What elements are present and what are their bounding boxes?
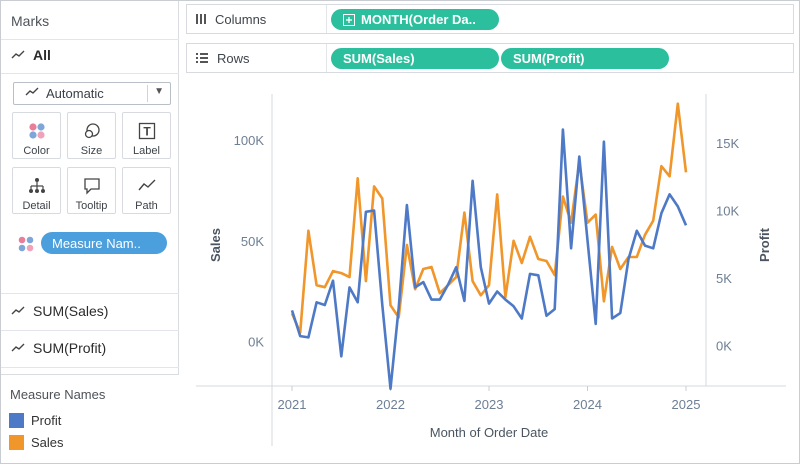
path-card-label: Path — [135, 200, 158, 212]
chevron-down-icon: ▼ — [154, 86, 164, 97]
detail-tree-icon — [13, 173, 60, 199]
divider — [1, 73, 179, 74]
color-card-label: Color — [23, 145, 50, 157]
y-right-tick-label: 10K — [716, 204, 739, 219]
rows-label-text: Rows — [217, 50, 250, 66]
legend-item-label: Sales — [31, 435, 64, 450]
y-right-tick-label: 15K — [716, 136, 739, 151]
sum-sales-pill[interactable]: SUM(Sales) — [331, 48, 499, 69]
tooltip-bubble-icon — [68, 173, 115, 199]
y-left-tick-label: 50K — [241, 234, 264, 249]
mark-type-dropdown[interactable]: Automatic ▼ — [13, 82, 171, 105]
line-chart: 2021 2022 2023 2024 20250K50K100K0K5K10K15K … — [196, 94, 786, 446]
month-order-date-pill[interactable]: MONTH(Order Da.. — [331, 9, 499, 30]
marks-all-row[interactable]: All — [11, 47, 51, 63]
series-line-profit — [290, 128, 688, 391]
y-axis-left-label: Sales — [208, 228, 223, 262]
x-tick-label: 2024 — [573, 397, 602, 412]
color-legend: Measure Names Profit Sales — [1, 374, 179, 463]
line-mark-icon — [11, 306, 25, 315]
legend-swatch — [9, 435, 24, 450]
line-mark-icon — [11, 343, 25, 352]
columns-pill-label: MONTH(Order Da.. — [361, 12, 476, 27]
rows-shelf-label: Rows — [187, 44, 327, 72]
measure-names-color-pill[interactable]: Measure Nam.. — [41, 232, 167, 254]
x-axis-label: Month of Order Date — [430, 425, 549, 440]
sum-profit-mark-label: SUM(Profit) — [33, 340, 107, 356]
sum-profit-mark-row[interactable]: SUM(Profit) — [11, 340, 106, 356]
legend-swatch — [9, 413, 24, 428]
label-card[interactable]: T Label — [122, 112, 171, 159]
columns-shelf[interactable]: Columns MONTH(Order Da.. — [186, 4, 794, 34]
expand-plus-icon — [343, 13, 355, 26]
columns-shelf-label: Columns — [187, 5, 327, 33]
rows-shelf[interactable]: Rows SUM(Sales) SUM(Profit) — [186, 43, 794, 73]
legend-item-profit[interactable]: Profit — [9, 413, 61, 428]
y-left-tick-label: 0K — [248, 335, 264, 350]
marks-all-label: All — [33, 47, 51, 63]
x-tick-label: 2025 — [672, 397, 701, 412]
sum-profit-pill[interactable]: SUM(Profit) — [501, 48, 669, 69]
size-circles-icon — [68, 118, 115, 144]
x-tick-label: 2022 — [376, 397, 405, 412]
path-line-icon — [123, 173, 170, 199]
columns-icon — [196, 14, 206, 24]
mark-type-value: Automatic — [46, 86, 104, 101]
marks-title: Marks — [11, 13, 50, 29]
color-dots-icon — [18, 236, 34, 252]
divider — [1, 293, 179, 294]
sum-sales-mark-label: SUM(Sales) — [33, 303, 109, 319]
svg-text:T: T — [143, 125, 151, 139]
divider — [147, 85, 148, 102]
label-t-icon: T — [123, 118, 170, 144]
path-card[interactable]: Path — [122, 167, 171, 214]
y-left-tick-label: 100K — [234, 133, 265, 148]
divider — [1, 39, 179, 40]
rows-icon — [196, 53, 208, 63]
legend-item-sales[interactable]: Sales — [9, 435, 64, 450]
detail-card[interactable]: Detail — [12, 167, 61, 214]
legend-title: Measure Names — [10, 387, 106, 402]
columns-label-text: Columns — [215, 11, 267, 27]
divider — [1, 330, 179, 331]
tooltip-card[interactable]: Tooltip — [67, 167, 116, 214]
size-card[interactable]: Size — [67, 112, 116, 159]
chart-area: 2021 2022 2023 2024 2025 0K 50K 100K 0K 5K 10K 15K … — [186, 80, 794, 458]
size-card-label: Size — [80, 145, 103, 157]
line-mark-icon — [11, 50, 25, 59]
detail-card-label: Detail — [22, 200, 51, 212]
divider — [1, 367, 179, 368]
label-card-label: Label — [133, 145, 160, 157]
color-card[interactable]: Color — [12, 112, 61, 159]
tooltip-card-label: Tooltip — [75, 200, 108, 212]
x-tick-label: 2021 — [278, 397, 307, 412]
legend-item-label: Profit — [31, 413, 62, 428]
x-tick-label: 2023 — [475, 397, 504, 412]
y-axis-right-label: Profit — [757, 227, 772, 262]
line-mark-icon — [25, 87, 39, 96]
y-right-tick-label: 5K — [716, 271, 732, 286]
color-dots-icon — [13, 118, 60, 144]
series-line-sales — [290, 102, 688, 334]
y-right-tick-label: 0K — [716, 339, 732, 354]
sum-sales-mark-row[interactable]: SUM(Sales) — [11, 303, 108, 319]
